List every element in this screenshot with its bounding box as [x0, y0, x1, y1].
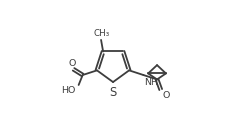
- Text: HO: HO: [61, 86, 75, 95]
- Text: CH₃: CH₃: [93, 29, 110, 38]
- Text: S: S: [109, 86, 117, 99]
- Text: NH: NH: [144, 78, 158, 87]
- Text: O: O: [68, 59, 75, 68]
- Text: O: O: [162, 91, 170, 100]
